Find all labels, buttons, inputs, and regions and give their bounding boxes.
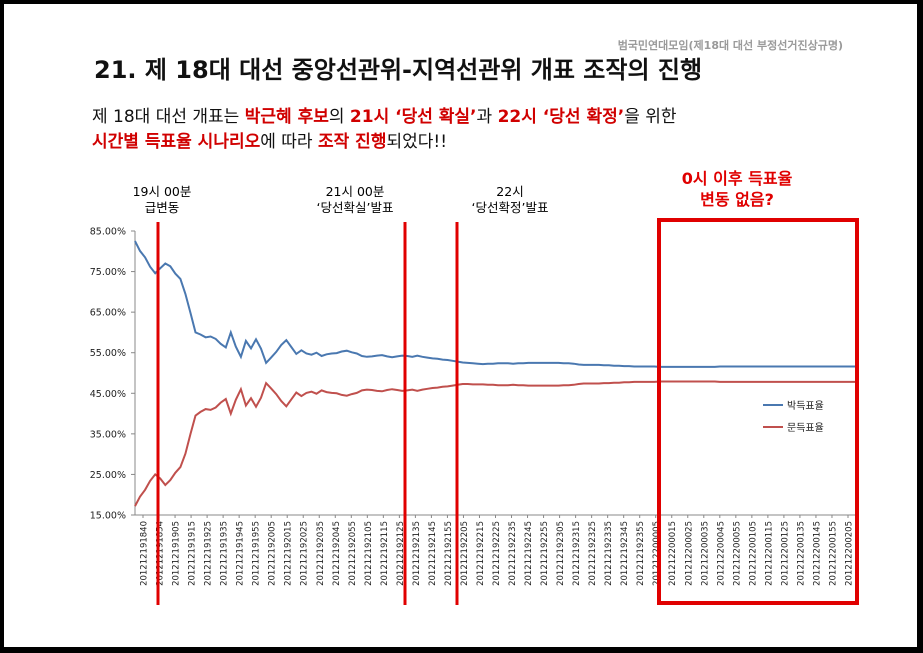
x-tick-label: 201212200015 xyxy=(668,521,678,586)
annotation-1900-time: 19시 00분 xyxy=(132,184,192,199)
x-tick-label: 201212192155 xyxy=(444,521,454,586)
x-tick-label: 201212200145 xyxy=(812,521,822,586)
description-line-2: 시간별 득표율 시나리오에 따라 조작 진행되었다!! xyxy=(92,130,852,155)
desc-seg-highlight: 22시 ‘당선 확정’ xyxy=(497,107,625,127)
description-line-1: 제 18대 대선 개표는 박근혜 후보의 21시 ‘당선 확실’과 22시 ‘당… xyxy=(92,105,852,130)
x-tick-label: 201212200025 xyxy=(684,521,694,586)
x-tick-label: 201212192145 xyxy=(428,521,438,586)
legend-label: 박득표율 xyxy=(787,400,824,412)
x-tick-label: 201212191854 xyxy=(156,521,166,586)
x-tick-label: 201212191955 xyxy=(252,521,262,586)
x-tick-label: 201212192025 xyxy=(300,521,310,586)
annotation-2100-label: ‘당선확실’발표 xyxy=(316,200,394,215)
x-tick-label: 201212192215 xyxy=(476,521,486,586)
annotation-1900: 19시 00분 급변동 xyxy=(122,184,202,216)
series-line-park xyxy=(134,240,856,368)
legend-label: 문득표율 xyxy=(787,422,824,434)
y-tick-label: 35.00% xyxy=(90,429,126,440)
x-tick-label: 201212192125 xyxy=(396,521,406,586)
x-tick-label: 201212192205 xyxy=(460,521,470,586)
x-tick-label: 201212200035 xyxy=(700,521,710,586)
series-line-moon xyxy=(134,380,856,507)
x-tick-label: 201212192115 xyxy=(380,521,390,586)
annotation-2100: 21시 00분 ‘당선확실’발표 xyxy=(300,184,410,216)
annotation-2200-time: 22시 xyxy=(496,184,524,199)
x-tick-label: 201212192345 xyxy=(620,521,630,586)
y-tick-label: 55.00% xyxy=(90,348,126,359)
x-tick-label: 201212192225 xyxy=(492,521,502,586)
x-tick-label: 201212192315 xyxy=(572,521,582,586)
annotation-2200: 22시 ‘당선확정’발표 xyxy=(455,184,565,216)
x-tick-label: 201212192005 xyxy=(268,521,278,586)
desc-seg: 되었다!! xyxy=(386,132,448,152)
x-tick-label: 201212200055 xyxy=(732,521,742,586)
x-tick-label: 201212192325 xyxy=(588,521,598,586)
annotation-after-midnight: 0시 이후 득표율 변동 없음? xyxy=(652,168,822,210)
desc-seg-highlight: 21시 ‘당선 확실’ xyxy=(349,107,477,127)
x-tick-label: 201212200125 xyxy=(780,521,790,586)
annotation-2200-label: ‘당선확정’발표 xyxy=(471,200,549,215)
annotation-midnight-line-1: 0시 이후 득표율 xyxy=(681,169,793,188)
x-tick-label: 201212191925 xyxy=(204,521,214,586)
x-tick-label: 201212200135 xyxy=(796,521,806,586)
x-tick-label: 201212192245 xyxy=(524,521,534,586)
desc-seg: 에 따라 xyxy=(260,132,318,152)
x-tick-label: 201212192105 xyxy=(364,521,374,586)
y-tick-label: 75.00% xyxy=(90,267,126,278)
after-midnight-box xyxy=(657,218,859,605)
y-tick-label: 65.00% xyxy=(90,308,126,319)
y-tick-label: 85.00% xyxy=(90,227,126,238)
x-tick-label: 201212191840 xyxy=(140,521,150,586)
x-tick-label: 201212200205 xyxy=(844,521,854,586)
x-tick-label: 201212191945 xyxy=(236,521,246,586)
x-tick-label: 201212192235 xyxy=(508,521,518,586)
x-tick-label: 201212192045 xyxy=(332,521,342,586)
x-tick-label: 201212200105 xyxy=(748,521,758,586)
organization-label: 범국민연대모임(제18대 대선 부정선거진상규명) xyxy=(617,39,843,52)
annotation-2100-time: 21시 00분 xyxy=(325,184,385,199)
x-tick-label: 201212192135 xyxy=(412,521,422,586)
y-tick-label: 15.00% xyxy=(90,511,126,522)
desc-seg: 을 위한 xyxy=(624,107,677,127)
desc-seg: 의 xyxy=(328,107,350,127)
slide: 범국민연대모임(제18대 대선 부정선거진상규명) 21. 제 18대 대선 중… xyxy=(4,4,917,647)
x-tick-label: 201212191905 xyxy=(172,521,182,586)
x-tick-label: 201212192355 xyxy=(636,521,646,586)
desc-seg-highlight: 시간별 득표율 시나리오 xyxy=(92,132,261,152)
x-tick-label: 201212191915 xyxy=(188,521,198,586)
page-title: 21. 제 18대 대선 중앙선관위-지역선관위 개표 조작의 진행 xyxy=(94,56,703,84)
x-tick-label: 201212192335 xyxy=(604,521,614,586)
x-tick-label: 201212200115 xyxy=(764,521,774,586)
desc-seg-highlight: 조작 진행 xyxy=(317,132,387,152)
y-tick-label: 25.00% xyxy=(90,470,126,481)
x-tick-label: 201212192015 xyxy=(284,521,294,586)
annotation-1900-label: 급변동 xyxy=(144,200,180,215)
desc-seg: 제 18대 대선 개표는 xyxy=(92,107,245,127)
x-tick-label: 201212192255 xyxy=(540,521,550,586)
description: 제 18대 대선 개표는 박근혜 후보의 21시 ‘당선 확실’과 22시 ‘당… xyxy=(92,105,852,155)
annotation-midnight-line-2: 변동 없음? xyxy=(700,190,774,209)
x-tick-label: 201212200045 xyxy=(716,521,726,586)
x-tick-label: 201212191935 xyxy=(220,521,230,586)
desc-seg: 과 xyxy=(476,107,498,127)
x-tick-label: 201212192035 xyxy=(316,521,326,586)
y-tick-label: 45.00% xyxy=(90,389,126,400)
x-tick-label: 201212200155 xyxy=(828,521,838,586)
desc-seg-highlight: 박근혜 후보 xyxy=(244,107,329,127)
x-tick-label: 201212192305 xyxy=(556,521,566,586)
x-tick-label: 201212192055 xyxy=(348,521,358,586)
